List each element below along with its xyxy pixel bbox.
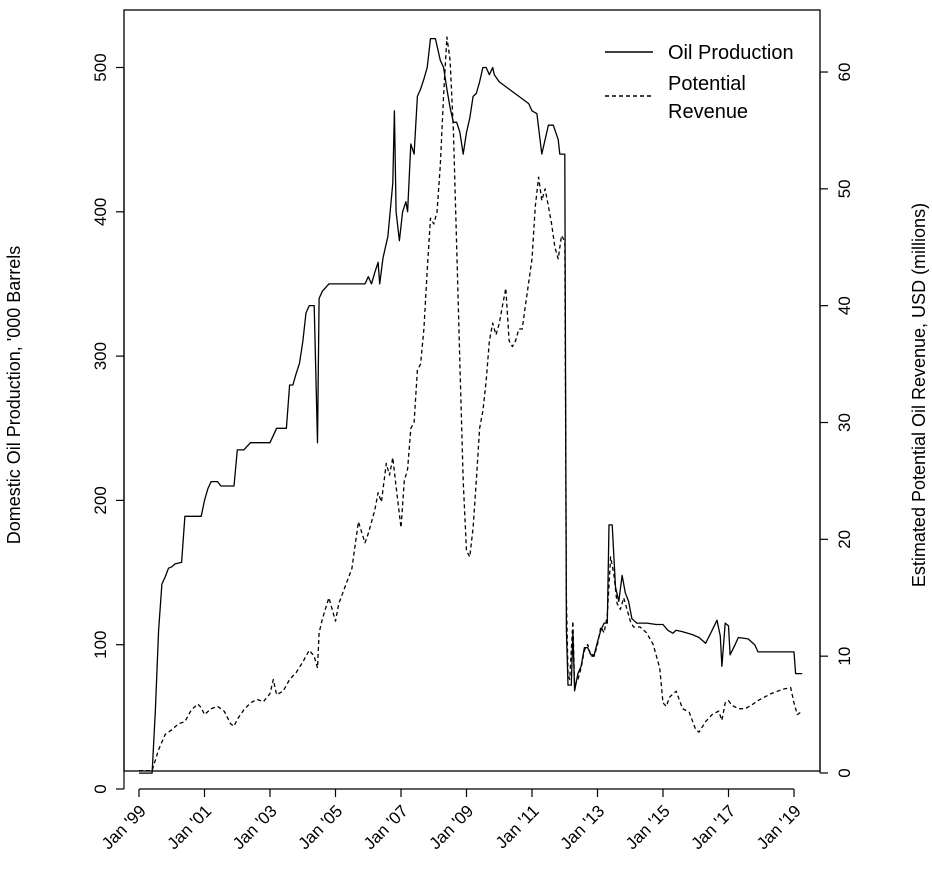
y-right-tick-label: 20	[835, 530, 854, 549]
y-right-tick-label: 60	[835, 63, 854, 82]
x-tick-label: Jan '05	[294, 801, 346, 853]
y-axis-right-title: Estimated Potential Oil Revenue, USD (mi…	[909, 203, 929, 587]
x-tick-label: Jan '07	[360, 801, 412, 853]
y-left-tick-label: 200	[91, 486, 110, 514]
y-axis-left-title: Domestic Oil Production, '000 Barrels	[4, 246, 24, 545]
x-tick-label: Jan '99	[98, 801, 150, 853]
legend-label-oil-production: Oil Production	[668, 42, 794, 64]
x-tick-label: Jan '13	[556, 801, 608, 853]
x-tick-label: Jan '19	[753, 801, 805, 853]
y-axis-left: 0 100 200 300 400 500	[91, 53, 125, 794]
y-right-tick-label: 0	[835, 768, 854, 777]
y-right-tick-label: 10	[835, 647, 854, 666]
legend: Oil Production Potential Revenue	[605, 42, 794, 123]
series-oil-production-line	[139, 37, 803, 774]
plot-box	[123, 9, 821, 772]
x-axis: Jan '99 Jan '01 Jan '03 Jan '05 Jan '07 Jan '…	[98, 788, 805, 853]
y-left-tick-label: 0	[91, 784, 110, 793]
x-tick-label: Jan '15	[622, 801, 674, 853]
x-tick-label: Jan '17	[687, 801, 739, 853]
y-right-tick-label: 40	[835, 296, 854, 315]
legend-label-revenue: Revenue	[668, 101, 748, 123]
y-right-tick-label: 50	[835, 179, 854, 198]
series-layer	[139, 36, 803, 774]
x-tick-label: Jan '11	[492, 801, 543, 852]
x-tick-label: Jan '03	[229, 801, 281, 853]
y-left-tick-label: 300	[91, 342, 110, 370]
legend-label-potential: Potential	[668, 73, 746, 95]
x-tick-label: Jan '09	[425, 801, 477, 853]
y-left-tick-label: 500	[91, 53, 110, 81]
y-left-tick-label: 400	[91, 198, 110, 226]
series-potential-revenue-line	[139, 36, 803, 772]
y-right-tick-label: 30	[835, 413, 854, 432]
y-left-tick-label: 100	[91, 631, 110, 659]
y-axis-right: 0 10 20 30 40 50 60	[819, 63, 854, 778]
x-tick-label: Jan '01	[163, 801, 215, 853]
